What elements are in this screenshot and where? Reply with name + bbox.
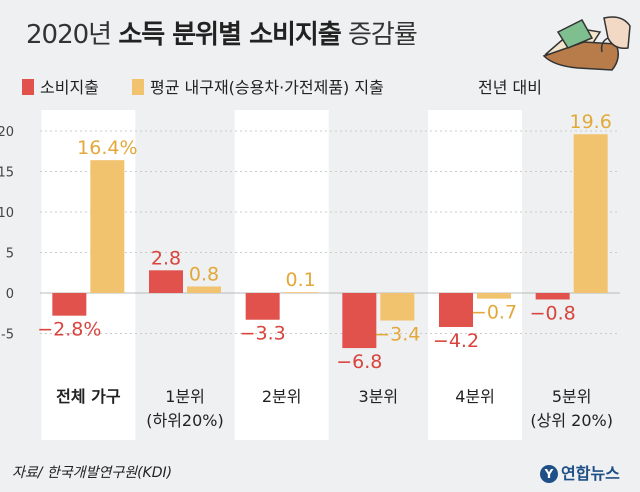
bar-series2-3 xyxy=(380,293,415,321)
chart-title: 2020년 소득 분위별 소비지출 증감률 xyxy=(26,14,418,51)
y-axis: 20 15 10 5 0 -5 xyxy=(0,125,14,343)
publisher-logo: Y 연합뉴스 xyxy=(540,460,620,484)
title-bold: 소득 분위별 소비지출 xyxy=(118,20,341,50)
data-label-series1-3: −6.8 xyxy=(336,351,382,373)
bar-series1-2 xyxy=(245,293,280,320)
category-label: 2분위 xyxy=(262,387,302,406)
source-note: 자료/ 한국개발연구원(KDI) xyxy=(12,465,173,481)
chart-area: 20 15 10 5 0 -5 −2.8% 16.4% 2.8 0.8 −3.3 0.1 −6.8 −3… xyxy=(0,110,620,440)
legend-swatch-series1 xyxy=(22,79,34,95)
logo-text: 연합뉴스 xyxy=(561,464,620,483)
category-sublabel: (하위20%) xyxy=(146,411,224,430)
bar-series2-4 xyxy=(477,293,511,299)
y-tick-label: 15 xyxy=(0,166,14,181)
bar-series2-1 xyxy=(187,286,221,293)
legend-label-series1: 소비지출 xyxy=(40,78,99,97)
bar-series1-5 xyxy=(535,293,570,300)
y-tick-label: 0 xyxy=(6,287,14,302)
category-label: 3분위 xyxy=(359,387,399,406)
bar-series1-4 xyxy=(439,293,473,328)
data-label-series1-2: −3.3 xyxy=(240,323,286,345)
data-label-series1-1: 2.8 xyxy=(151,247,181,269)
bar-series1-3 xyxy=(342,293,377,349)
title-year: 2020년 xyxy=(26,20,112,50)
category-labels: 전체 가구 1분위 (하위20%) 2분위 3분위 4분위 5분위 (상위 20%) xyxy=(56,387,613,430)
yonhap-logo-icon: Y xyxy=(540,465,558,483)
category-label: 전체 가구 xyxy=(56,387,121,406)
category-sublabel: (상위 20%) xyxy=(530,411,613,430)
data-label-series1-4: −4.2 xyxy=(433,330,479,352)
y-tick-label: 20 xyxy=(0,125,14,140)
bar-series1-0 xyxy=(52,293,87,316)
y-tick-label: -5 xyxy=(1,328,14,343)
bar-series2-5 xyxy=(573,134,608,293)
bar-series2-0 xyxy=(90,160,125,293)
legend-item-series2: 평균 내구재(승용차·가전제품) 지출 xyxy=(132,74,384,98)
y-tick-label: 10 xyxy=(0,206,14,221)
data-label-series2-2: 0.1 xyxy=(286,269,316,291)
category-label: 5분위 xyxy=(552,387,592,406)
legend-label-series2: 평균 내구재(승용차·가전제품) 지출 xyxy=(150,78,384,97)
data-label-series1-0: −2.8% xyxy=(37,319,101,341)
data-label-series2-3: −3.4 xyxy=(374,324,420,346)
category-label: 1분위 xyxy=(165,387,205,406)
data-label-series2-4: −0.7 xyxy=(471,302,517,324)
data-label-series2-1: 0.8 xyxy=(189,264,219,286)
bar-series2-2 xyxy=(283,292,318,293)
category-label: 4분위 xyxy=(455,387,495,406)
legend-item-series1: 소비지출 xyxy=(22,74,99,98)
data-label-series1-5: −0.8 xyxy=(530,302,576,324)
bar-labels: −2.8% 16.4% 2.8 0.8 −3.3 0.1 −6.8 −3.4 −4.2 −0.7−… xyxy=(37,111,612,373)
category-panel-2 xyxy=(234,110,329,440)
data-label-series2-0: 16.4% xyxy=(77,137,137,159)
data-label-series2-5: 19.6 xyxy=(570,111,612,133)
legend-swatch-series2 xyxy=(132,79,144,95)
legend-note: 전년 대비 xyxy=(478,78,542,97)
bar-series1-1 xyxy=(149,270,183,293)
title-rest: 증감률 xyxy=(348,20,418,50)
y-gridlines xyxy=(40,130,620,334)
y-tick-label: 5 xyxy=(6,247,14,262)
wallet-illustration xyxy=(542,16,631,71)
bars xyxy=(52,134,608,349)
category-panel-4 xyxy=(428,110,522,440)
